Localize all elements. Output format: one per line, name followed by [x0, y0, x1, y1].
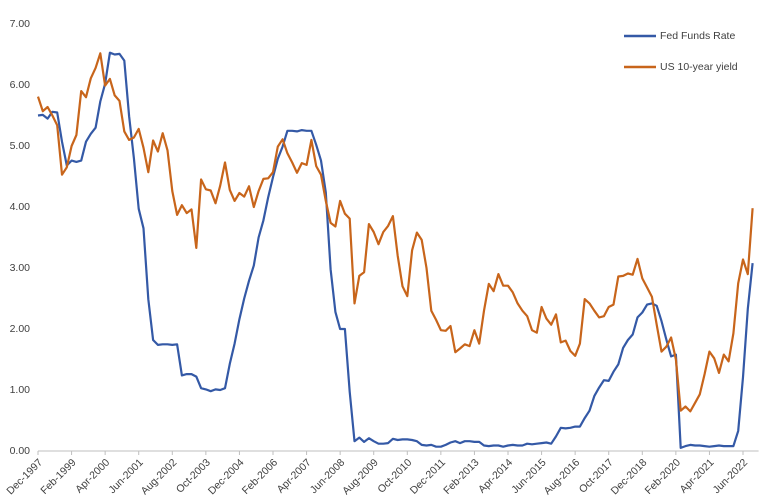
x-tick-label: Apr-2021: [677, 456, 716, 495]
x-tick-label: Dec-2011: [408, 456, 448, 496]
x-tick-label: Feb-2020: [643, 456, 683, 496]
legend-label: US 10-year yield: [660, 61, 738, 73]
y-tick-label: 5.00: [10, 140, 31, 152]
x-tick-label: Feb-2013: [441, 456, 481, 496]
x-tick-label: Apr-2000: [73, 456, 112, 495]
x-tick-label: Dec-2004: [206, 456, 247, 497]
y-tick-label: 6.00: [10, 79, 31, 91]
y-tick-label: 0.00: [10, 445, 31, 457]
x-tick-label: Jun-2022: [711, 456, 751, 496]
x-tick-label: Apr-2014: [476, 456, 515, 495]
y-tick-label: 4.00: [10, 201, 31, 213]
x-tick-label: Feb-1999: [38, 456, 78, 496]
y-tick-label: 3.00: [10, 262, 31, 274]
legend-label: Fed Funds Rate: [660, 30, 735, 42]
line-series: [36, 52, 754, 413]
y-tick-label: 7.00: [10, 18, 31, 30]
x-tick-label: Aug-2016: [542, 456, 583, 497]
x-tick-label: Dec-2018: [609, 456, 650, 497]
x-tick-label: Dec-1997: [4, 456, 45, 497]
x-tick-label: Aug-2009: [340, 456, 381, 497]
y-tick-label: 1.00: [10, 384, 31, 396]
line-series: [37, 51, 754, 449]
y-tick-label: 2.00: [10, 323, 31, 335]
x-tick-label: Aug-2002: [139, 456, 180, 497]
x-tick-label: Feb-2006: [240, 456, 280, 496]
x-tick-label: Apr-2007: [275, 456, 314, 495]
